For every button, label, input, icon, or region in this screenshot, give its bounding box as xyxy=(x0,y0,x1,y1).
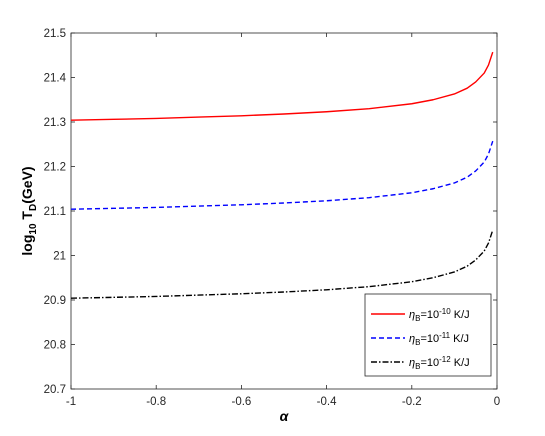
y-tick-label: 20.9 xyxy=(44,295,66,307)
legend-label-series-2: ηB=10-11 K/J xyxy=(409,331,469,347)
legend-eq-3: =10 xyxy=(420,357,439,369)
legend-sub-3: B xyxy=(415,362,420,371)
legend-unit-1: K/J xyxy=(451,309,470,321)
x-tick-label: -0.6 xyxy=(231,396,251,408)
series-line-3 xyxy=(70,229,494,299)
x-tick-label: -0.2 xyxy=(402,396,422,408)
x-axis: -1 -0.8 -0.6 -0.4 -0.2 0 xyxy=(66,33,500,408)
legend-eta-2: η xyxy=(409,333,415,345)
y-tick-label: 21.5 xyxy=(44,28,66,40)
y-axis: 20.7 20.8 20.9 21 21.1 21.2 21.3 21.4 21.5 xyxy=(44,28,497,396)
y-axis-label-unit: (GeV) xyxy=(19,166,35,203)
series-line-2 xyxy=(70,140,494,210)
legend-label-series-3: ηB=10-12 K/J xyxy=(409,355,470,371)
legend-unit-2: K/J xyxy=(450,333,469,345)
y-axis-label-temperature: T xyxy=(19,211,35,224)
series-line-1 xyxy=(70,51,494,121)
series-group xyxy=(70,51,494,299)
legend-eta-3: η xyxy=(409,357,415,369)
x-tick-label: -0.8 xyxy=(146,396,166,408)
y-axis-label-temperature-subscript: D xyxy=(28,204,39,211)
legend-eq-2: =10 xyxy=(420,333,439,345)
legend-sup-3: -12 xyxy=(439,355,451,364)
legend: ηB=10-10 K/J ηB=10-11 K/J ηB=10-12 K/J xyxy=(364,293,492,377)
legend-eq-1: =10 xyxy=(420,309,439,321)
y-axis-label-log: log xyxy=(19,235,35,256)
legend-eta-1: η xyxy=(409,309,415,321)
x-tick-label: 0 xyxy=(494,396,500,408)
x-tick-label: -1 xyxy=(66,396,76,408)
y-axis-label: log10 TD(GeV) xyxy=(19,166,39,255)
legend-sup-1: -10 xyxy=(439,307,451,316)
y-tick-label: 21.1 xyxy=(44,206,66,218)
y-tick-label: 21.2 xyxy=(44,162,66,174)
y-axis-label-log-subscript: 10 xyxy=(28,223,39,235)
y-tick-label: 20.7 xyxy=(44,384,66,396)
legend-sup-2: -11 xyxy=(439,331,451,340)
legend-sub-1: B xyxy=(415,314,420,323)
y-tick-label: 20.8 xyxy=(44,340,66,352)
y-tick-label: 21.3 xyxy=(44,117,66,129)
legend-sub-2: B xyxy=(415,338,420,347)
legend-label-series-1: ηB=10-10 K/J xyxy=(409,307,470,323)
x-axis-label: α xyxy=(280,408,290,424)
x-tick-label: -0.4 xyxy=(317,396,337,408)
legend-unit-3: K/J xyxy=(451,357,470,369)
y-tick-label: 21 xyxy=(53,251,66,263)
y-tick-label: 21.4 xyxy=(44,73,67,85)
